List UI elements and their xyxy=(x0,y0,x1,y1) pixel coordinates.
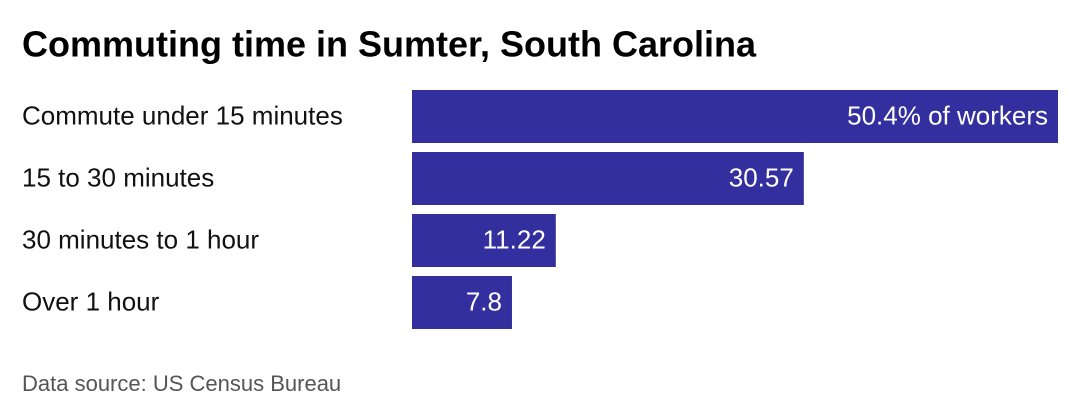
value-label: 50.4% of workers xyxy=(847,100,1048,130)
category-label: Commute under 15 minutes xyxy=(22,100,343,130)
category-label: Over 1 hour xyxy=(22,286,160,316)
value-label: 7.8 xyxy=(466,286,502,316)
value-label: 11.22 xyxy=(483,224,546,254)
source-note: Data source: US Census Bureau xyxy=(22,371,341,396)
category-label: 30 minutes to 1 hour xyxy=(22,224,259,254)
value-label: 30.57 xyxy=(729,162,794,192)
bar xyxy=(412,90,1058,143)
bar xyxy=(412,276,512,329)
bar xyxy=(412,214,556,267)
bar xyxy=(412,152,804,205)
category-label: 15 to 30 minutes xyxy=(22,162,214,192)
chart-title: Commuting time in Sumter, South Carolina xyxy=(22,24,757,65)
